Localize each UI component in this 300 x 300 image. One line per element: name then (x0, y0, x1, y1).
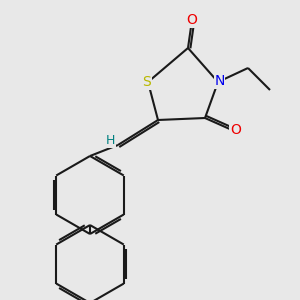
Text: O: O (230, 123, 241, 137)
Text: N: N (214, 74, 225, 88)
Text: O: O (187, 13, 197, 27)
Text: S: S (142, 75, 151, 89)
Text: H: H (106, 134, 115, 147)
